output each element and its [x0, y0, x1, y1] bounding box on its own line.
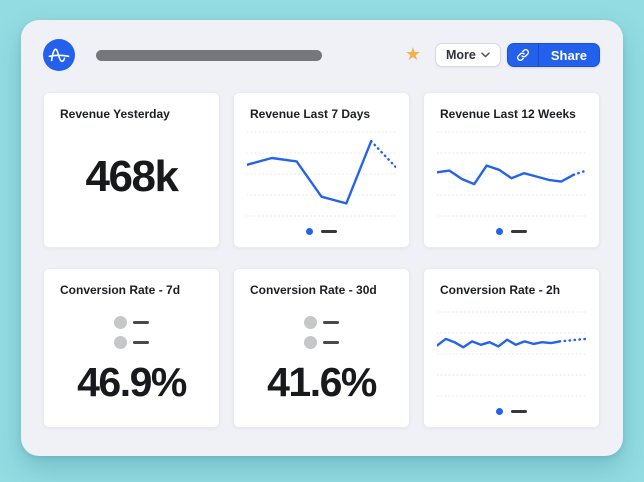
funnel-step [304, 336, 339, 349]
chart-legend [306, 228, 337, 235]
share-button[interactable]: Share [506, 43, 600, 67]
tile-conversion-rate-2h[interactable]: Conversion Rate - 2h [423, 268, 600, 428]
tile-title: Conversion Rate - 30d [250, 283, 377, 297]
link-icon [516, 48, 529, 62]
funnel-step-circle-icon [304, 336, 317, 349]
chart-legend [496, 408, 527, 415]
legend-series-dot [496, 228, 503, 235]
legend-series-dash [511, 410, 527, 413]
funnel-steps [304, 316, 339, 349]
funnel-step [114, 316, 149, 329]
tile-revenue-yesterday[interactable]: Revenue Yesterday 468k [43, 92, 220, 248]
tile-title: Revenue Yesterday [60, 107, 170, 121]
legend-series-dot [306, 228, 313, 235]
legend-series-dot [496, 408, 503, 415]
amplitude-logo-icon[interactable] [43, 39, 75, 71]
conversion-rate-value: 46.9% [77, 359, 187, 405]
star-icon[interactable]: ★ [404, 44, 421, 65]
tile-conversion-rate-30d[interactable]: Conversion Rate - 30d 41.6% [233, 268, 410, 428]
funnel-step [114, 336, 149, 349]
tile-conversion-rate-7d[interactable]: Conversion Rate - 7d 46.9% [43, 268, 220, 428]
dashboard-title-redacted-bar [96, 49, 322, 61]
more-button-label: More [445, 48, 476, 62]
tile-title: Revenue Last 12 Weeks [440, 107, 576, 121]
dashboard-panel: ★ More Share Revenue Yesterday 468k [21, 20, 623, 456]
chart-legend [496, 228, 527, 235]
line-chart [437, 311, 586, 397]
more-button[interactable]: More [434, 43, 501, 67]
funnel-step [304, 316, 339, 329]
tile-title: Revenue Last 7 Days [250, 107, 371, 121]
copy-link-segment[interactable] [508, 44, 539, 66]
tile-title: Conversion Rate - 7d [60, 283, 181, 297]
funnel-step-dash [133, 321, 149, 324]
line-chart [247, 131, 396, 217]
tile-revenue-last-12-weeks[interactable]: Revenue Last 12 Weeks [423, 92, 600, 248]
conversion-rate-value: 41.6% [267, 359, 377, 405]
legend-series-dash [321, 230, 337, 233]
tile-title: Conversion Rate - 2h [440, 283, 561, 297]
line-chart [437, 131, 586, 217]
share-button-label: Share [550, 47, 587, 63]
funnel-steps [114, 316, 149, 349]
metric-value: 468k [85, 151, 179, 201]
funnel-step-circle-icon [114, 336, 127, 349]
chevron-down-icon [481, 52, 490, 58]
funnel-step-dash [133, 341, 149, 344]
tile-revenue-last-7-days[interactable]: Revenue Last 7 Days [233, 92, 410, 248]
dashboard-header: ★ More Share [43, 39, 600, 71]
funnel-step-circle-icon [114, 316, 127, 329]
funnel-step-dash [323, 341, 339, 344]
legend-series-dash [511, 230, 527, 233]
funnel-step-circle-icon [304, 316, 317, 329]
tiles-grid: Revenue Yesterday 468k Revenue Last 7 Da… [43, 92, 600, 428]
funnel-step-dash [323, 321, 339, 324]
